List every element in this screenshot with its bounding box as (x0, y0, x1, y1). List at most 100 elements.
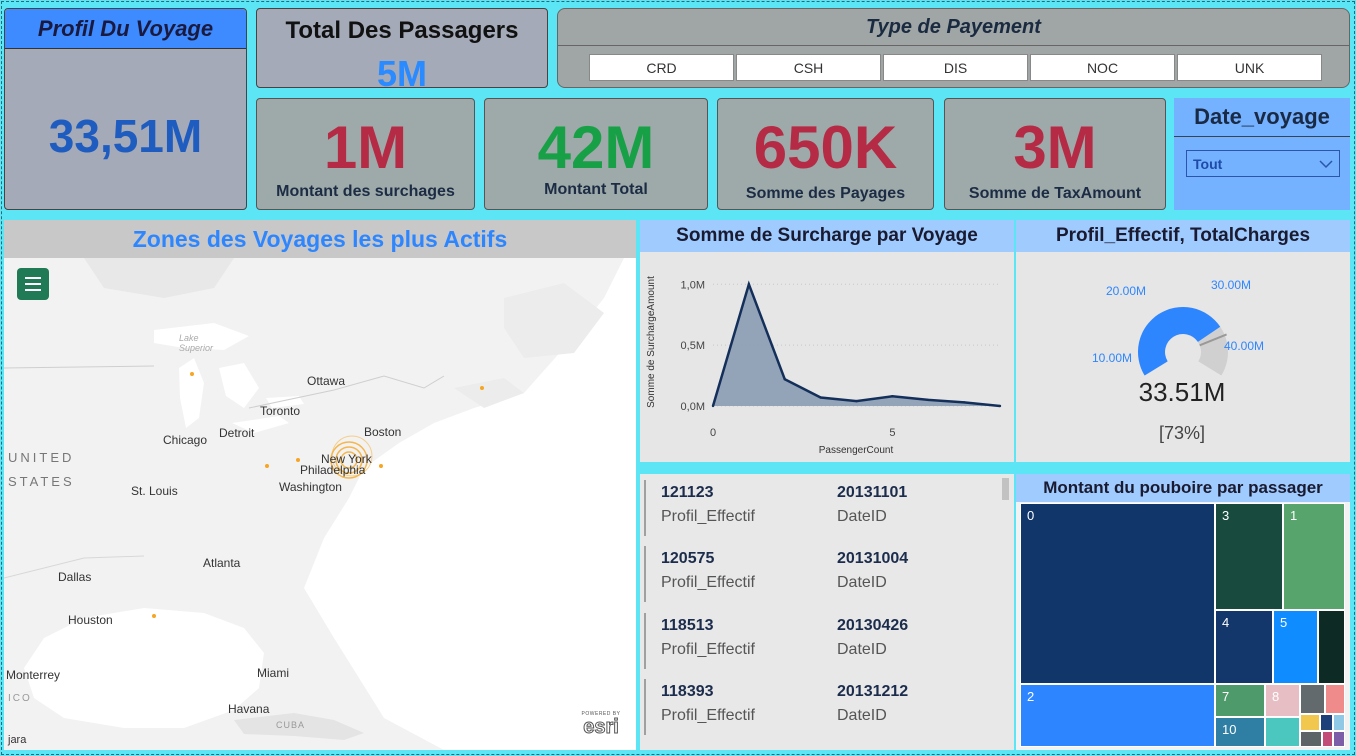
treemap-tile[interactable]: 0 (1020, 503, 1215, 684)
treemap-tile[interactable] (1300, 684, 1325, 714)
date-voyage-title: Date_voyage (1194, 104, 1330, 129)
card-date-label: DateID (837, 508, 887, 525)
gauge-chart: 10.00M 20.00M 30.00M 40.00M 33.51M [73%] (1092, 278, 1264, 443)
map-label-toronto: Toronto (260, 404, 301, 418)
map-background (4, 258, 636, 750)
chart-point (711, 404, 715, 408)
chart-y-tick: 0,5M (681, 340, 705, 352)
map-attribution[interactable]: jara (8, 734, 27, 746)
menu-line (25, 277, 41, 279)
card-row[interactable]: 120575 Profil_Effectif 20131004 DateID (644, 546, 994, 602)
esri-wordmark: esri (583, 716, 620, 738)
pay-option-dis[interactable]: DIS (883, 54, 1028, 81)
card-profil-value: 120575 (661, 550, 715, 567)
kpi-montant-total-value: 42M (537, 114, 655, 181)
menu-line (25, 283, 41, 285)
total-passagers-label: Total Des Passagers (285, 17, 519, 44)
chart-y-tick: 1,0M (681, 279, 705, 291)
kpi-surcharges-label: Montant des surchages (276, 183, 455, 200)
chart-point (855, 399, 858, 403)
pay-option-noc[interactable]: NOC (1030, 54, 1175, 81)
chart-x-tick: 0 (710, 427, 716, 439)
map-label-washington: Washington (279, 480, 342, 494)
card-date-label: DateID (837, 707, 887, 724)
treemap-tile-label: 10 (1222, 722, 1237, 737)
treemap-title: Montant du pouboire par passager (1016, 474, 1350, 502)
map-label-monterrey: Monterrey (6, 668, 61, 682)
card-date-label: DateID (837, 641, 887, 658)
treemap-tile-label: 2 (1027, 689, 1035, 704)
card-profil-label: Profil_Effectif (661, 707, 755, 724)
pay-option-csh[interactable]: CSH (736, 54, 881, 81)
date-voyage-selected: Tout (1193, 155, 1223, 172)
date-voyage-dropdown[interactable]: Tout (1186, 150, 1340, 177)
card-date-value: 20130426 (837, 617, 909, 634)
treemap-tile[interactable] (1265, 717, 1300, 747)
gauge-fill (1138, 307, 1221, 376)
profil-voyage-title: Profil Du Voyage (5, 9, 246, 49)
map-canvas[interactable]: Lake Superior Ottawa Toronto Chicago Det… (4, 258, 636, 750)
treemap-tile[interactable]: 1 (1283, 503, 1345, 610)
kpi-taxamount[interactable]: 3M Somme de TaxAmount (944, 98, 1166, 210)
map-label-atlanta: Atlanta (203, 556, 241, 570)
profil-voyage-card[interactable]: Profil Du Voyage 33,51M (4, 8, 247, 210)
treemap-tile[interactable]: 7 (1215, 684, 1265, 717)
map-visual[interactable]: Zones des Voyages les plus Actifs (4, 220, 636, 750)
card-profil-label: Profil_Effectif (661, 508, 755, 525)
chart-y-tick: 0,0M (681, 401, 705, 413)
treemap-tile[interactable]: 8 (1265, 684, 1300, 717)
menu-line (25, 289, 41, 291)
chart-point (819, 396, 822, 399)
gauge-title: Profil_Effectif, TotalCharges (1016, 220, 1350, 252)
chart-x-axis-title: PassengerCount (819, 445, 894, 456)
kpi-surcharges[interactable]: 1M Montant des surchages (256, 98, 475, 210)
map-label-lake-superior: Lake Superior (179, 333, 214, 353)
treemap-tile[interactable]: 2 (1020, 684, 1215, 747)
treemap-tile-label: 0 (1027, 508, 1035, 523)
map-label-havana: Havana (228, 702, 270, 716)
card-row[interactable]: 118513 Profil_Effectif 20130426 DateID (644, 613, 994, 669)
map-label-mexico: ICO (8, 693, 32, 704)
map-label-cuba: CUBA (276, 720, 306, 730)
treemap-tile[interactable]: 3 (1215, 503, 1283, 610)
divider (558, 45, 1349, 46)
total-passagers-card[interactable]: Total Des Passagers 5M (256, 8, 548, 94)
treemap-tile[interactable] (1300, 731, 1322, 747)
cards-scrollbar[interactable] (1002, 478, 1009, 500)
treemap-tile[interactable]: 10 (1215, 717, 1265, 747)
surcharge-chart-panel[interactable]: Somme de Surcharge par Voyage Somme de S… (640, 220, 1014, 462)
card-date-value: 20131004 (837, 550, 909, 567)
tip-treemap-panel[interactable]: Montant du pouboire par passager 0 3 1 4… (1016, 474, 1350, 750)
treemap-tile[interactable] (1333, 731, 1345, 747)
pay-option-crd[interactable]: CRD (589, 54, 734, 81)
kpi-montant-total[interactable]: 42M Montant Total (484, 98, 708, 210)
gauge-tick-30: 30.00M (1211, 278, 1251, 292)
gauge-panel[interactable]: Profil_Effectif, TotalCharges 10.00M 20.… (1016, 220, 1350, 462)
map-menu-button[interactable] (17, 268, 49, 300)
treemap-tile[interactable] (1320, 714, 1333, 731)
esri-logo: POWERED BY esri (579, 711, 623, 738)
map-title: Zones des Voyages les plus Actifs (4, 220, 636, 258)
map-label-detroit: Detroit (219, 426, 255, 440)
gauge-tick-40: 40.00M (1224, 339, 1264, 353)
surcharge-area (713, 284, 1000, 406)
card-date-label: DateID (837, 574, 887, 591)
kpi-payages-label: Somme des Payages (745, 185, 906, 202)
treemap-tile[interactable]: 4 (1215, 610, 1273, 684)
treemap-tile[interactable]: 5 (1273, 610, 1318, 684)
treemap-tile[interactable] (1318, 610, 1345, 684)
multi-row-card[interactable]: 121123 Profil_Effectif 20131101 DateID 1… (640, 474, 1014, 750)
treemap-tile[interactable] (1333, 714, 1345, 731)
card-profil-label: Profil_Effectif (661, 641, 755, 658)
treemap-tile[interactable] (1322, 731, 1333, 747)
map-label-new-york: New York (321, 452, 372, 466)
map-label-philadelphia: Philadelphia (300, 463, 366, 477)
kpi-payages[interactable]: 650K Somme des Payages (717, 98, 934, 210)
pay-option-unk[interactable]: UNK (1177, 54, 1322, 81)
treemap-tile[interactable] (1300, 714, 1320, 731)
chart-point (891, 395, 894, 398)
card-row[interactable]: 118393 Profil_Effectif 20131212 DateID (644, 679, 994, 735)
treemap-tile[interactable] (1325, 684, 1345, 714)
card-row[interactable]: 121123 Profil_Effectif 20131101 DateID (644, 480, 994, 536)
